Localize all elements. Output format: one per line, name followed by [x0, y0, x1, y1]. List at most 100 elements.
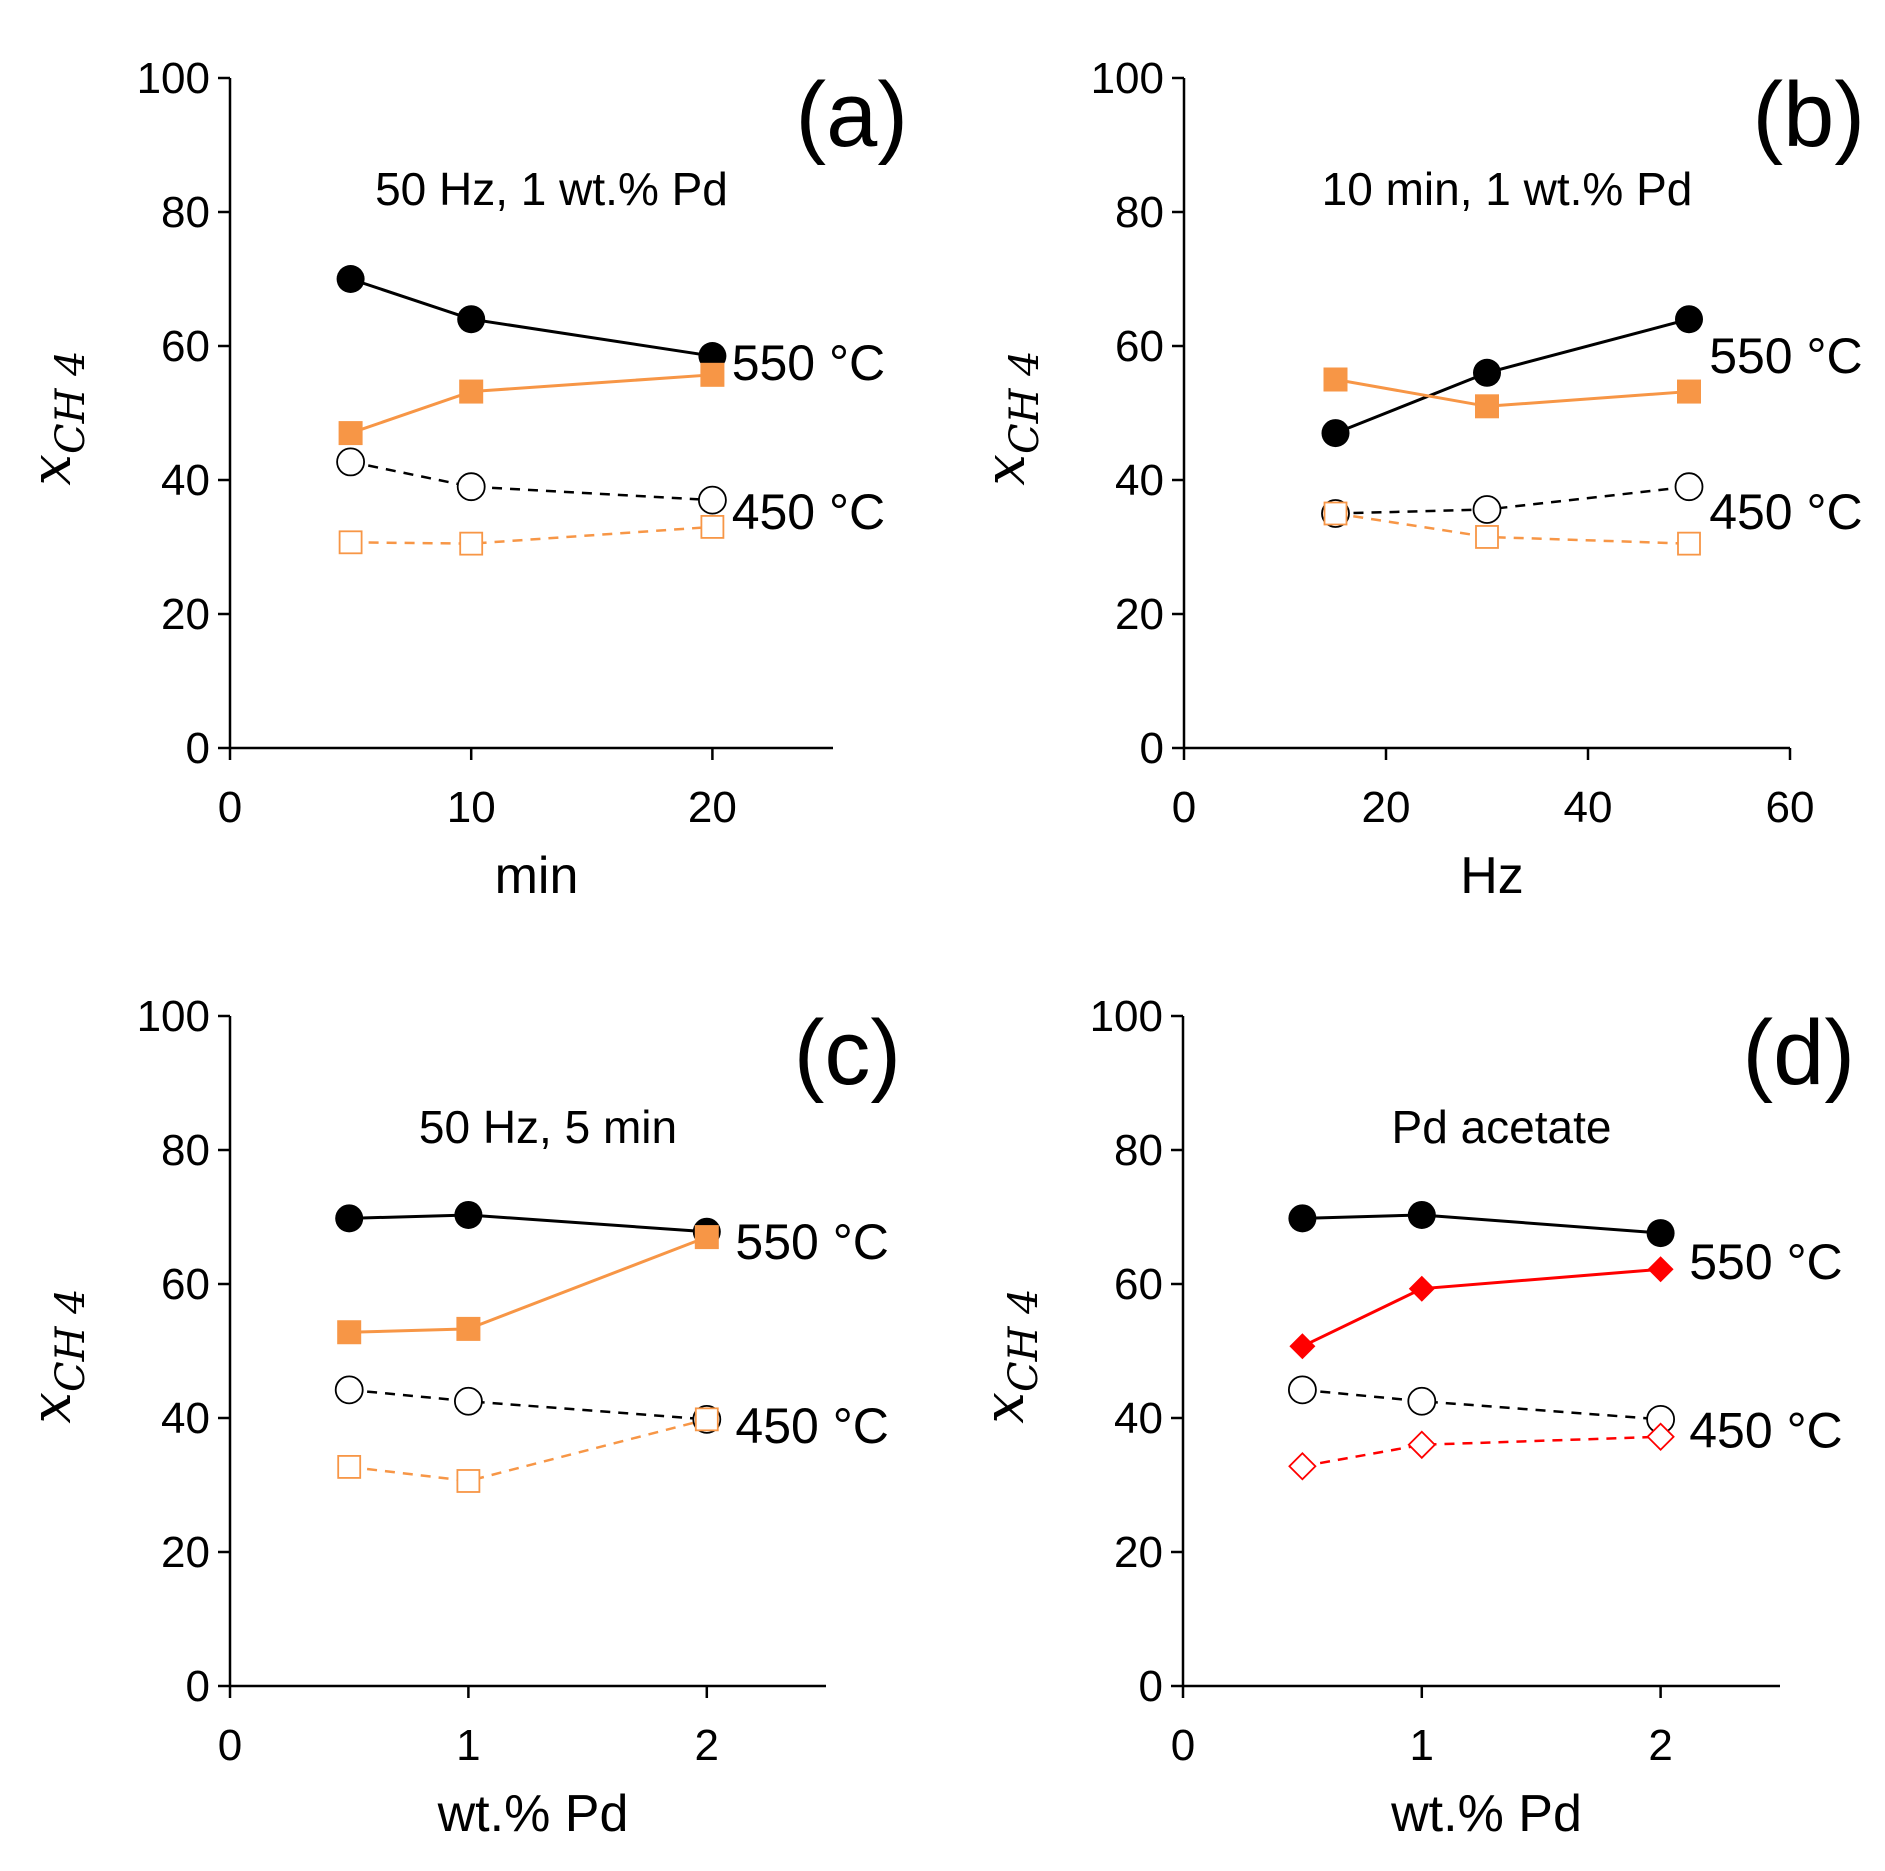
- y-tick-label: 20: [1114, 1528, 1163, 1577]
- y-tick-label: 40: [1114, 1394, 1163, 1443]
- data-point-series-0: [1321, 419, 1350, 448]
- data-point-series-3: [1475, 525, 1499, 549]
- data-point-series-3: [694, 1407, 719, 1432]
- data-point-series-1: [1289, 1333, 1316, 1360]
- data-point-series-1: [1408, 1275, 1435, 1302]
- y-tick-label: 20: [161, 1528, 210, 1577]
- y-axis-label-main: x: [19, 454, 84, 486]
- data-point-series-2: [1288, 1375, 1317, 1405]
- series-line-1: [1301, 1267, 1661, 1348]
- y-tick-label: 0: [1140, 724, 1164, 773]
- data-point-series-3: [1646, 1422, 1675, 1452]
- panel-subtitle: 50 Hz, 1 wt.% Pd: [375, 163, 728, 215]
- series-line-2: [349, 1388, 707, 1421]
- data-point-series-0: [1407, 1200, 1436, 1229]
- y-axis-label: xCH 4: [19, 1288, 94, 1423]
- data-point-series-1: [338, 421, 363, 446]
- y-axis-label-sub: CH 4: [1002, 350, 1048, 454]
- data-point-series-2: [336, 447, 366, 477]
- x-axis-label: Hz: [1460, 847, 1524, 905]
- panel-subtitle: 10 min, 1 wt.% Pd: [1322, 163, 1693, 215]
- chart-panel-a: 0 20 40 60 80 100 0 10 20 min xCH 4 (a) 50 Hz, 1 wt.…: [19, 54, 908, 905]
- chart-panel-d: 0 20 40 60 80 100 0 1 2 wt.% Pd xCH 4 (d) Pd acetate…: [972, 992, 1855, 1843]
- temperature-annotation: 450 °C: [1709, 484, 1862, 540]
- x-tick-label: 0: [1172, 783, 1196, 832]
- y-axis-label-sub: CH 4: [48, 350, 94, 454]
- data-point-series-2: [1407, 1386, 1437, 1416]
- x-tick-label: 0: [1171, 1721, 1195, 1770]
- data-point-series-0: [457, 305, 486, 334]
- y-axis-label: xCH 4: [972, 1288, 1047, 1423]
- x-tick-label: 1: [456, 1721, 480, 1770]
- panel-label: (a): [796, 64, 908, 166]
- y-tick-label: 100: [137, 992, 210, 1041]
- temperature-annotation: 550 °C: [1689, 1234, 1842, 1290]
- data-point-series-3: [338, 530, 363, 555]
- y-tick-label: 80: [161, 1126, 210, 1175]
- temperature-annotation: 550 °C: [1709, 328, 1862, 384]
- y-tick-label: 60: [161, 1260, 210, 1309]
- data-point-series-3: [1288, 1451, 1317, 1481]
- y-axis-label-sub: CH 4: [48, 1288, 94, 1392]
- data-point-series-2: [453, 1386, 483, 1416]
- y-tick-label: 60: [161, 322, 210, 371]
- data-point-series-0: [1473, 358, 1501, 387]
- temperature-annotation: 550 °C: [735, 1214, 888, 1270]
- panel-label: (d): [1743, 1002, 1855, 1104]
- temperature-annotation: 450 °C: [735, 1398, 888, 1454]
- x-tick-label: 20: [1362, 783, 1411, 832]
- data-point-series-0: [335, 1204, 364, 1233]
- temperature-annotation: 450 °C: [1689, 1403, 1842, 1459]
- series-line-0: [1302, 1213, 1661, 1235]
- y-tick-label: 100: [137, 54, 210, 103]
- data-point-series-3: [1677, 531, 1701, 556]
- data-point-series-0: [336, 265, 365, 293]
- y-axis-label-main: x: [973, 454, 1038, 486]
- x-tick-label: 0: [218, 783, 242, 832]
- y-tick-label: 80: [1114, 1126, 1163, 1175]
- chart-panel-c: 0 20 40 60 80 100 0 1 2 wt.% Pd xCH 4 (c) 50 Hz, 5 m…: [19, 992, 901, 1843]
- series-line-2: [1302, 1388, 1661, 1421]
- x-tick-label: 0: [218, 1721, 242, 1770]
- series-line-0: [349, 1213, 707, 1234]
- data-point-series-0: [1288, 1204, 1317, 1233]
- series-line-1: [1335, 378, 1690, 408]
- panel-subtitle: Pd acetate: [1392, 1101, 1612, 1153]
- y-tick-label: 40: [1115, 456, 1164, 505]
- data-point-series-1: [1475, 394, 1499, 419]
- data-point-series-3: [700, 515, 725, 539]
- panel-subtitle: 50 Hz, 5 min: [419, 1101, 677, 1153]
- x-tick-label: 1: [1410, 1721, 1434, 1770]
- data-point-series-1: [1647, 1256, 1674, 1283]
- x-axis-label: wt.% Pd: [1390, 1785, 1582, 1843]
- data-point-series-1: [1677, 379, 1701, 404]
- data-point-series-2: [456, 472, 486, 502]
- y-axis-label-main: x: [972, 1392, 1037, 1424]
- y-tick-label: 100: [1091, 54, 1164, 103]
- y-tick-label: 20: [1115, 590, 1164, 639]
- y-tick-label: 80: [1115, 188, 1164, 237]
- data-point-series-2: [334, 1375, 364, 1405]
- data-point-series-1: [1323, 367, 1348, 392]
- y-axis-label-main: x: [19, 1392, 84, 1424]
- panel-label: (b): [1753, 64, 1865, 166]
- series-line-3: [1335, 512, 1690, 545]
- series-line-1: [350, 373, 713, 435]
- data-point-series-0: [454, 1200, 483, 1229]
- temperature-annotation: 450 °C: [732, 484, 885, 540]
- data-point-series-1: [700, 362, 725, 387]
- series-line-3: [349, 1418, 708, 1483]
- data-point-series-3: [1407, 1430, 1437, 1460]
- data-point-series-3: [1323, 501, 1348, 526]
- chart-panel-b: 0 20 40 60 80 100 0 20 40 60 Hz xCH 4 (b) 10 min, 1 w…: [973, 54, 1865, 905]
- x-tick-label: 40: [1564, 783, 1613, 832]
- data-point-series-1: [456, 1316, 481, 1341]
- temperature-annotation: 550 °C: [732, 335, 885, 391]
- y-tick-label: 40: [161, 456, 210, 505]
- data-point-series-0: [1675, 305, 1703, 334]
- y-tick-label: 40: [161, 1394, 210, 1443]
- y-tick-label: 80: [161, 188, 210, 237]
- series-line-0: [1334, 317, 1690, 435]
- y-tick-label: 60: [1115, 322, 1164, 371]
- data-point-series-2: [698, 485, 727, 515]
